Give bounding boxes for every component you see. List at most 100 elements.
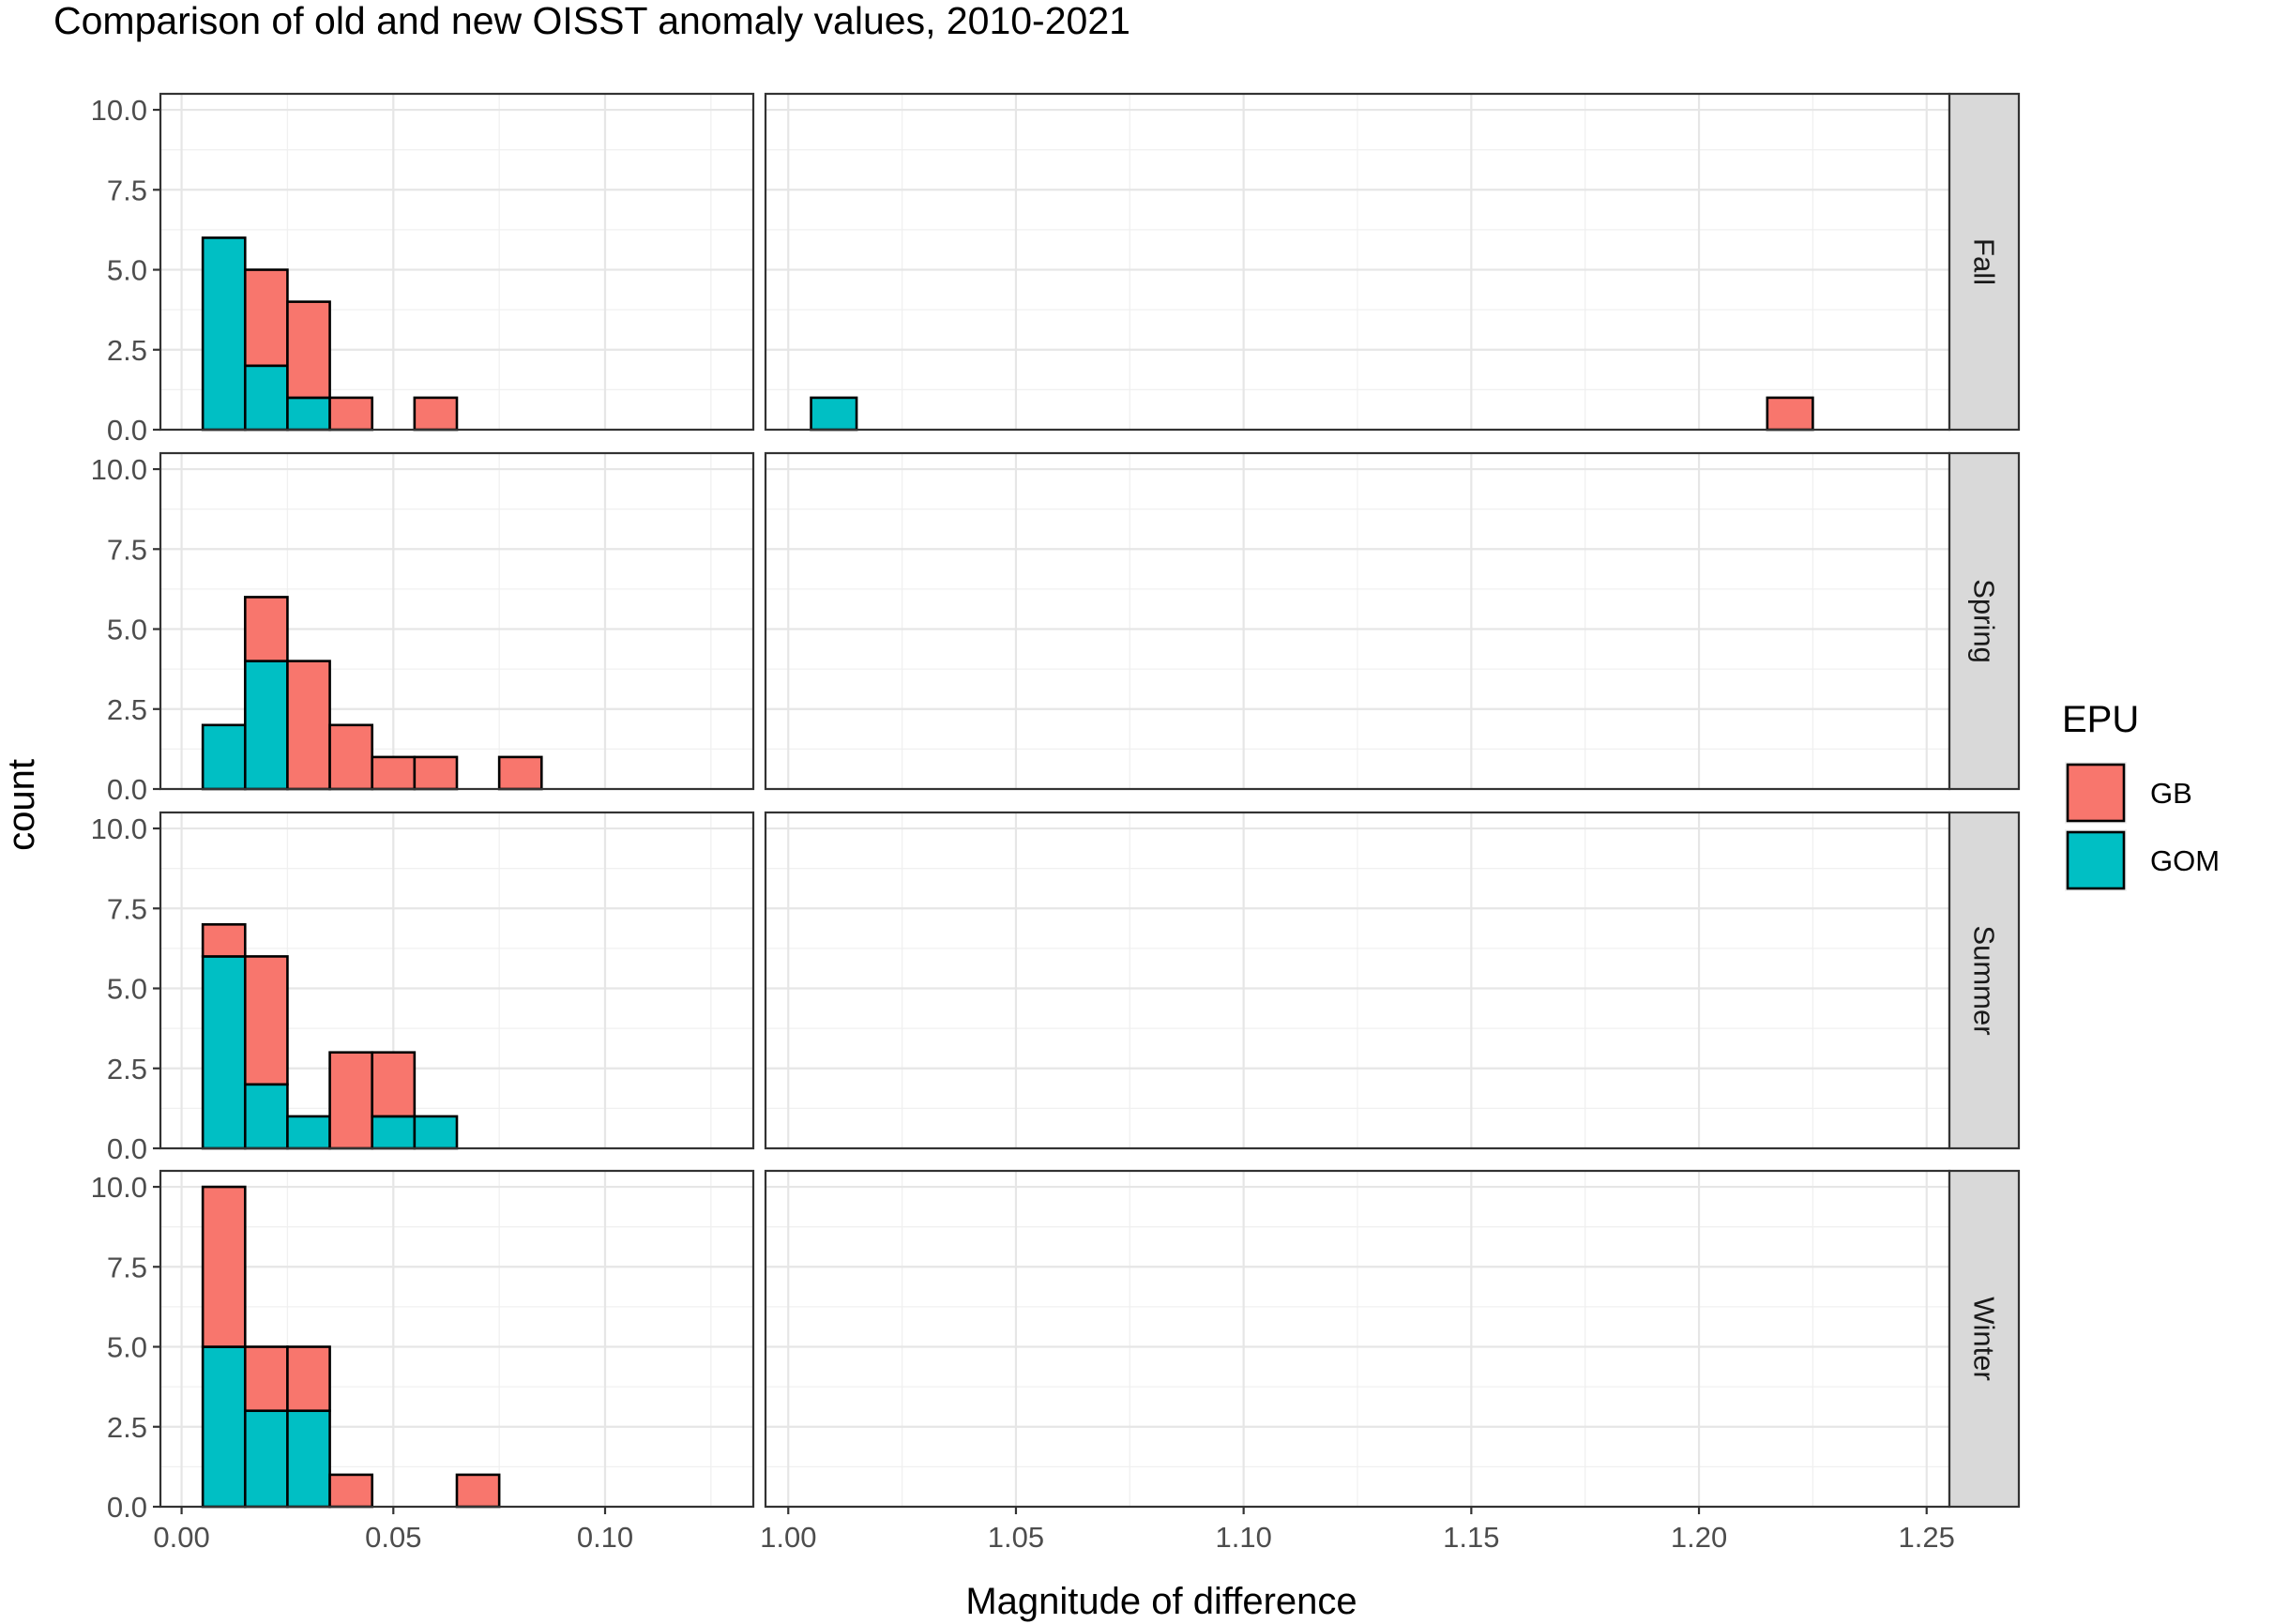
panel-spring-1: 0.0 2.5 5.0 7.5 10.0: [91, 451, 755, 806]
panel-border: [159, 811, 755, 1150]
strip-summer: Summer: [1948, 811, 2021, 1150]
bar-gom: [243, 660, 289, 791]
y-tick-label: 5.0: [107, 254, 147, 287]
y-tick-label: 10.0: [91, 812, 147, 845]
y-tick-label: 2.5: [107, 334, 147, 367]
y-tick-label: 0.0: [107, 414, 147, 447]
y-tick-label: 2.5: [107, 1053, 147, 1085]
bar-gb: [243, 1345, 289, 1413]
bar-gb: [243, 596, 289, 662]
bar-gb: [413, 396, 459, 432]
y-tick-label: 7.5: [107, 892, 147, 925]
bar-gom: [201, 955, 247, 1150]
bar-gom: [371, 1115, 417, 1150]
x-tick-label: 0.00: [153, 1521, 209, 1554]
y-tick-label: 2.5: [107, 1411, 147, 1444]
strip-background: [1948, 451, 2021, 791]
bar-gb: [371, 755, 417, 791]
legend-label: GOM: [2150, 844, 2220, 877]
strip-label: Spring: [1968, 579, 2001, 663]
x-tick-label: 1.20: [1671, 1521, 1727, 1554]
panel-summer-2: [764, 811, 1951, 1150]
bar-gb: [371, 1051, 417, 1118]
y-tick-label: 0.0: [107, 773, 147, 806]
panel-summer-1: 0.0 2.5 5.0 7.5 10.0: [91, 811, 755, 1165]
panel-spring-2: [764, 451, 1951, 791]
strip-winter: Winter: [1948, 1169, 2021, 1509]
y-tick-label: 10.0: [91, 94, 147, 127]
strip-background: [1948, 811, 2021, 1150]
bar-gom: [286, 1115, 331, 1150]
facet-panels: 0.0 2.5 5.0 7.5 10.0 0.0 2.5 5.0 7.5 10.0 0.0 2.5 5.…: [91, 92, 1951, 1524]
panel-fall-2: [764, 92, 1951, 432]
legend: EPU GB GOM: [2062, 699, 2220, 891]
x-tick-label: 0.10: [577, 1521, 633, 1554]
y-tick-label: 10.0: [91, 453, 147, 486]
strip-spring: Spring: [1948, 451, 2021, 791]
bar-gb: [413, 755, 459, 791]
y-tick-label: 2.5: [107, 693, 147, 726]
x-tick-label: 1.00: [760, 1521, 816, 1554]
legend-label: GB: [2150, 777, 2192, 810]
bar-gom: [201, 1345, 247, 1509]
bar-gb: [201, 1185, 247, 1348]
bar-gom: [413, 1115, 459, 1150]
strip-label: Summer: [1968, 925, 2001, 1035]
y-tick-label: 10.0: [91, 1171, 147, 1204]
strip-label: Winter: [1968, 1297, 2001, 1381]
strip-label: Fall: [1968, 238, 2001, 285]
x-tick-label: 0.05: [365, 1521, 421, 1554]
strip-background: [1948, 92, 2021, 432]
bar-gb: [201, 923, 247, 958]
bar-gb: [286, 1345, 331, 1413]
bar-gb: [243, 268, 289, 368]
bar-gom: [201, 723, 247, 791]
legend-entry-gom: GOM: [2065, 829, 2220, 891]
y-tick-label: 5.0: [107, 614, 147, 646]
y-tick-label: 7.5: [107, 174, 147, 206]
legend-entry-gb: GB: [2065, 762, 2192, 824]
bar-gb: [286, 660, 331, 791]
x-tick-label: 1.25: [1899, 1521, 1955, 1554]
bar-gb: [328, 1473, 374, 1509]
x-axis: 0.00 0.05 0.10 1.00 1.05 1.10 1.15 1.20 1.25: [153, 1507, 1955, 1554]
y-tick-label: 7.5: [107, 533, 147, 566]
legend-key-gb: [2066, 763, 2126, 823]
panel-border: [159, 1169, 755, 1509]
bar-gb: [328, 723, 374, 791]
y-tick-label: 7.5: [107, 1251, 147, 1283]
bar-gb: [497, 755, 543, 791]
x-tick-label: 1.05: [988, 1521, 1044, 1554]
legend-key-gom: [2066, 830, 2126, 890]
bar-gb: [243, 955, 289, 1086]
y-tick-label: 0.0: [107, 1132, 147, 1165]
bar-gom: [243, 364, 289, 432]
bar-gom: [201, 236, 247, 432]
x-axis-title: Magnitude of difference: [965, 1581, 1357, 1622]
bar-gb: [286, 300, 331, 400]
legend-title: EPU: [2062, 699, 2139, 740]
bar-gb: [328, 396, 374, 432]
y-tick-label: 0.0: [107, 1491, 147, 1524]
panel-winter-2: [764, 1169, 1951, 1509]
bar-gb: [455, 1473, 501, 1509]
strip-background: [1948, 1169, 2021, 1509]
bar-gom: [810, 396, 858, 432]
x-tick-label: 1.10: [1215, 1521, 1271, 1554]
panel-winter-1: 0.0 2.5 5.0 7.5 10.0: [91, 1169, 755, 1524]
bar-gom: [243, 1083, 289, 1150]
bar-gom: [286, 396, 331, 432]
x-tick-label: 1.15: [1443, 1521, 1499, 1554]
panel-fall-1: 0.0 2.5 5.0 7.5 10.0: [91, 92, 755, 447]
panel-border: [159, 451, 755, 791]
bar-gb: [328, 1051, 374, 1150]
bar-gom: [243, 1409, 289, 1509]
bar-gb: [1766, 396, 1814, 432]
strip-fall: Fall: [1948, 92, 2021, 432]
chart-title: Comparison of old and new OISST anomaly …: [53, 0, 1130, 42]
facet-strips: Fall Spring Summer Winter: [1948, 92, 2021, 1509]
bar-gom: [286, 1409, 331, 1509]
y-tick-label: 5.0: [107, 973, 147, 1006]
y-tick-label: 5.0: [107, 1331, 147, 1364]
